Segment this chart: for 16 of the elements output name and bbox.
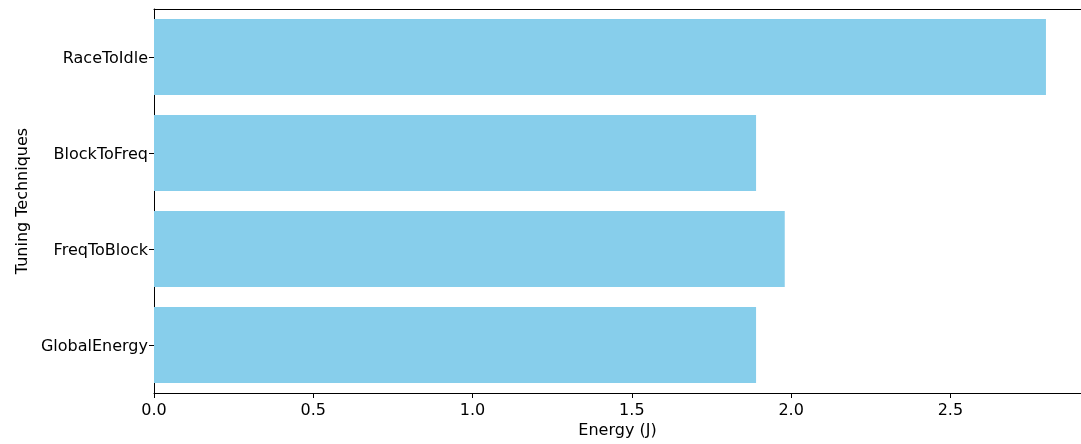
- y-tick-label: RaceToIdle: [62, 47, 148, 67]
- x-tick-label: 1.0: [459, 399, 486, 419]
- bar: [154, 19, 1046, 95]
- bar: [154, 307, 757, 383]
- x-tick-label: 2.0: [778, 399, 804, 419]
- y-tick-label: BlockToFreq: [53, 143, 148, 163]
- x-tick-label: 0.5: [300, 399, 326, 419]
- y-tick-label: FreqToBlock: [53, 239, 149, 259]
- bar: [154, 115, 757, 191]
- bar: [154, 211, 785, 287]
- x-tick-label: 2.5: [937, 399, 964, 419]
- x-axis-title: Energy (J): [578, 420, 657, 440]
- y-axis-title: Tuning Techniques: [11, 127, 31, 276]
- x-tick-label: 1.5: [619, 399, 645, 419]
- y-tick-label: GlobalEnergy: [40, 335, 148, 355]
- x-tick-label: 0.0: [141, 399, 167, 419]
